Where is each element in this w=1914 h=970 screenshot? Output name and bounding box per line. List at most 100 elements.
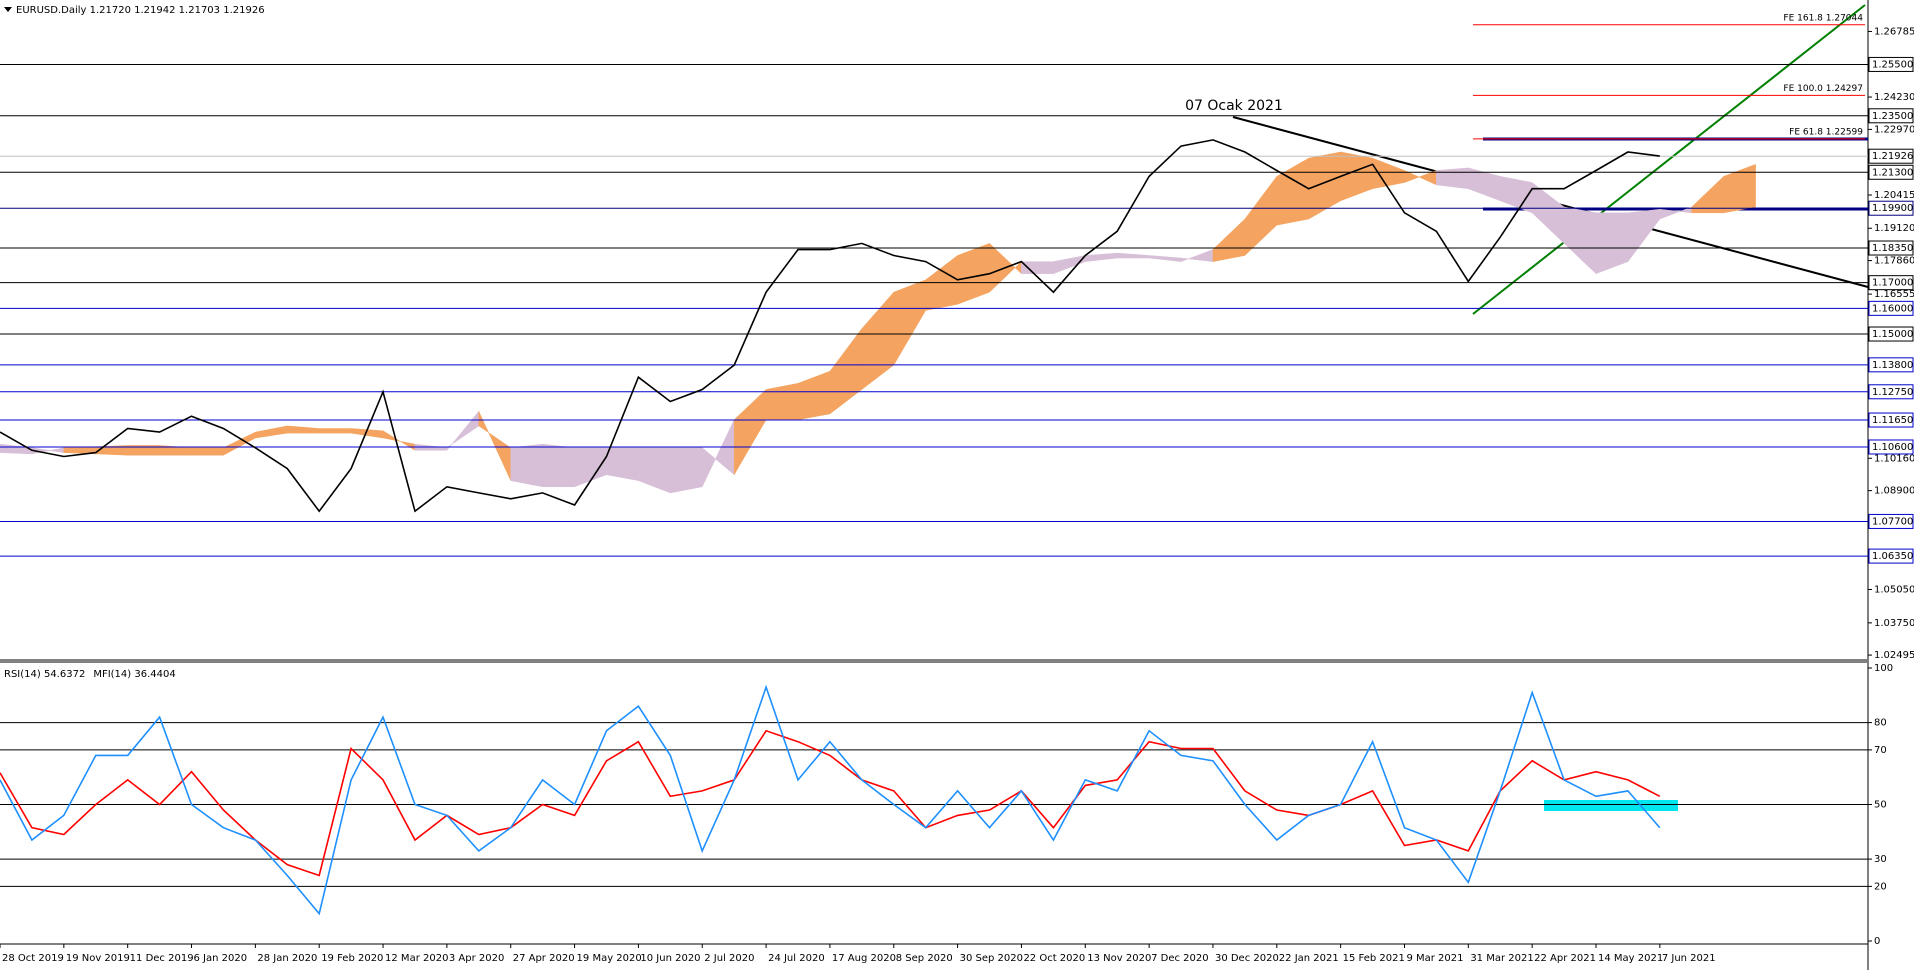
level-box bbox=[1868, 439, 1914, 455]
level-label: 1.12750 bbox=[1872, 387, 1913, 398]
chart-title: EURUSD.Daily 1.21720 1.21942 1.21703 1.2… bbox=[16, 5, 265, 16]
x-tick-label: 22 Oct 2020 bbox=[1023, 953, 1085, 964]
y-tick-label: 70 bbox=[1874, 745, 1887, 756]
y-tick-label: 1.17860 bbox=[1874, 256, 1914, 267]
level-box bbox=[1868, 513, 1914, 529]
y-tick-label: 1.02495 bbox=[1874, 650, 1914, 661]
cloud-segment bbox=[510, 443, 543, 488]
x-tick-label: 14 May 2021 bbox=[1598, 953, 1663, 964]
y-tick-label: 1.24230 bbox=[1874, 92, 1914, 103]
y-tick-label: 80 bbox=[1874, 718, 1887, 729]
x-tick-label: 30 Sep 2020 bbox=[960, 953, 1023, 964]
level-label: 1.11650 bbox=[1872, 415, 1913, 426]
x-tick-label: 19 Feb 2020 bbox=[321, 953, 383, 964]
x-tick-label: 10 Jun 2020 bbox=[640, 953, 700, 964]
level-box bbox=[1868, 326, 1914, 342]
x-tick-label: 27 Apr 2020 bbox=[513, 953, 575, 964]
cloud-segment bbox=[542, 443, 575, 488]
level-label: 1.17000 bbox=[1872, 278, 1913, 289]
series-line bbox=[0, 139, 1660, 513]
level-label: 1.16000 bbox=[1872, 303, 1913, 314]
legend: RSI(14) 54.6372 MFI(14) 36.4404 bbox=[4, 669, 176, 680]
level-box bbox=[1868, 548, 1914, 564]
level-box bbox=[1868, 148, 1914, 164]
x-tick-label: 13 Nov 2020 bbox=[1087, 953, 1151, 964]
fibo-label: FE 161.8 1.27044 bbox=[1783, 13, 1863, 23]
cloud-segment bbox=[318, 428, 352, 434]
x-tick-label: 7 Dec 2020 bbox=[1151, 953, 1209, 964]
cloud-segment bbox=[191, 447, 224, 456]
fibo-label: FE 100.0 1.24297 bbox=[1783, 84, 1863, 94]
y-tick-label: 20 bbox=[1874, 881, 1887, 892]
cloud-segment bbox=[1723, 163, 1756, 214]
annotation: 07 Ocak 2021 bbox=[1185, 98, 1283, 114]
level-label: 1.19900 bbox=[1872, 203, 1913, 214]
panel-separator bbox=[0, 659, 1868, 663]
y-tick-label: 1.03750 bbox=[1874, 618, 1914, 629]
x-tick-label: 15 Feb 2021 bbox=[1343, 953, 1405, 964]
fibo-label: FE 61.8 1.22599 bbox=[1789, 127, 1863, 137]
series-line bbox=[0, 684, 1661, 916]
x-tick-label: 28 Jan 2020 bbox=[257, 953, 317, 964]
level-box bbox=[1868, 412, 1914, 428]
level-label: 1.23500 bbox=[1872, 111, 1913, 122]
level-label: 1.15000 bbox=[1872, 329, 1913, 340]
level-label: 1.18350 bbox=[1872, 243, 1913, 254]
x-tick-label: 11 Dec 2019 bbox=[130, 953, 194, 964]
x-tick-label: 22 Apr 2021 bbox=[1534, 953, 1596, 964]
x-tick-label: 30 Dec 2020 bbox=[1215, 953, 1279, 964]
level-label: 1.06350 bbox=[1872, 551, 1913, 562]
level-label: 1.21926 bbox=[1872, 151, 1913, 162]
x-tick-label: 3 Apr 2020 bbox=[449, 953, 504, 964]
x-tick-label: 7 Jun 2021 bbox=[1662, 953, 1716, 964]
y-tick-label: 1.08900 bbox=[1874, 486, 1914, 497]
x-tick-label: 9 Mar 2021 bbox=[1406, 953, 1463, 964]
x-tick-label: 8 Sep 2020 bbox=[896, 953, 953, 964]
level-box bbox=[1868, 56, 1914, 72]
menu-arrow[interactable] bbox=[4, 7, 12, 12]
x-tick-label: 28 Oct 2019 bbox=[2, 953, 64, 964]
x-tick-label: 24 Jul 2020 bbox=[768, 953, 825, 964]
trendline bbox=[1472, 4, 1866, 315]
y-tick-label: 1.05050 bbox=[1874, 584, 1914, 595]
level-label: 1.25500 bbox=[1872, 59, 1913, 70]
highlight-box bbox=[1544, 800, 1678, 811]
cloud-segment bbox=[1436, 167, 1469, 189]
y-tick-label: 1.20415 bbox=[1874, 190, 1914, 201]
x-tick-label: 22 Jan 2021 bbox=[1279, 953, 1339, 964]
x-tick-label: 6 Jan 2020 bbox=[194, 953, 248, 964]
level-label: 1.21300 bbox=[1872, 167, 1913, 178]
x-tick-label: 12 Mar 2020 bbox=[385, 953, 448, 964]
level-box bbox=[1868, 200, 1914, 216]
x-tick-label: 19 Nov 2019 bbox=[66, 953, 130, 964]
level-box bbox=[1868, 300, 1914, 316]
cloud-segment bbox=[1021, 261, 1054, 274]
x-tick-label: 2 Jul 2020 bbox=[704, 953, 754, 964]
level-box bbox=[1868, 357, 1914, 373]
cloud-segment bbox=[670, 447, 703, 494]
y-tick-label: 0 bbox=[1874, 936, 1880, 947]
y-tick-label: 30 bbox=[1874, 854, 1887, 865]
level-label: 1.10600 bbox=[1872, 442, 1913, 453]
y-tick-label: 1.26785 bbox=[1874, 26, 1914, 37]
level-box bbox=[1868, 164, 1914, 180]
y-tick-label: 1.19120 bbox=[1874, 223, 1914, 234]
level-box bbox=[1868, 108, 1914, 124]
level-label: 1.07700 bbox=[1872, 516, 1913, 527]
y-tick-label: 1.22970 bbox=[1874, 124, 1914, 135]
series-line bbox=[0, 729, 1661, 877]
cloud-segment bbox=[606, 447, 639, 481]
level-box bbox=[1868, 384, 1914, 400]
x-tick-label: 19 May 2020 bbox=[577, 953, 642, 964]
y-tick-label: 1.16555 bbox=[1874, 289, 1914, 300]
legend-entry: RSI(14) 54.6372 bbox=[4, 669, 85, 680]
y-tick-label: 1.10160 bbox=[1874, 453, 1914, 464]
y-tick-label: 100 bbox=[1874, 663, 1893, 674]
y-tick-label: 50 bbox=[1874, 800, 1887, 811]
x-tick-label: 17 Aug 2020 bbox=[832, 953, 896, 964]
cloud-segment bbox=[765, 383, 799, 421]
x-tick-label: 31 Mar 2021 bbox=[1470, 953, 1533, 964]
level-box bbox=[1868, 275, 1914, 291]
